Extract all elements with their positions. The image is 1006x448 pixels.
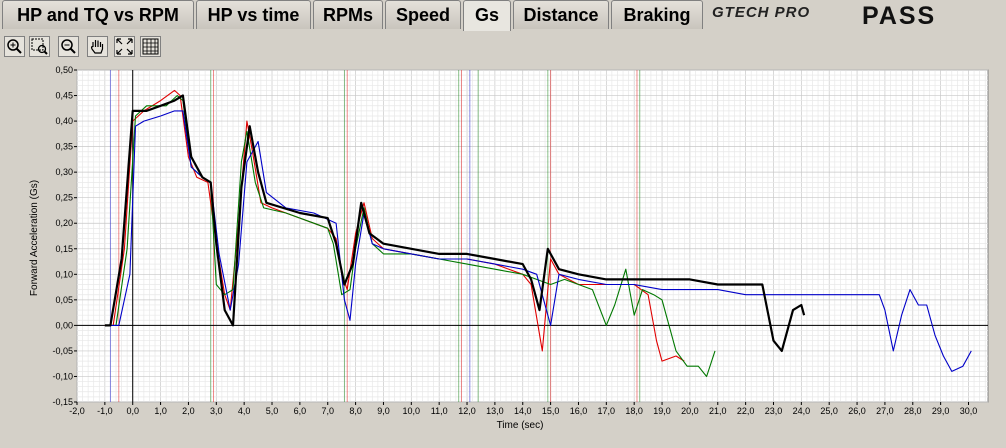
y-axis-label: Forward Acceleration (Gs) bbox=[29, 180, 40, 296]
x-tick-label: 2,0 bbox=[182, 406, 195, 416]
x-tick-label: -2,0 bbox=[69, 406, 85, 416]
grid-icon bbox=[142, 38, 159, 55]
y-tick-label: -0,05 bbox=[52, 346, 73, 356]
x-tick-label: 18,0 bbox=[625, 406, 643, 416]
y-tick-label: 0,20 bbox=[55, 218, 73, 228]
tab-hp-tq-vs-rpm[interactable]: HP and TQ vs RPM bbox=[2, 0, 194, 29]
x-tick-label: 12,0 bbox=[458, 406, 476, 416]
y-tick-label: 0,25 bbox=[55, 193, 73, 203]
zoom-in-icon bbox=[7, 39, 22, 54]
x-tick-label: 16,0 bbox=[570, 406, 588, 416]
y-tick-label: 0,45 bbox=[55, 91, 73, 101]
tab-distance[interactable]: Distance bbox=[513, 0, 609, 29]
tab-braking[interactable]: Braking bbox=[611, 0, 703, 29]
y-tick-label: 0,10 bbox=[55, 269, 73, 279]
tab-hp-vs-time[interactable]: HP vs time bbox=[196, 0, 311, 29]
zoom-box-button[interactable] bbox=[29, 36, 50, 57]
zoom-fit-icon bbox=[116, 38, 133, 55]
x-tick-label: 25,0 bbox=[820, 406, 838, 416]
y-tick-label: -0,10 bbox=[52, 371, 73, 381]
x-tick-label: 29,0 bbox=[932, 406, 950, 416]
tab-speed[interactable]: Speed bbox=[385, 0, 461, 29]
x-tick-label: 26,0 bbox=[848, 406, 866, 416]
y-tick-label: 0,15 bbox=[55, 244, 73, 254]
plot-background bbox=[76, 69, 989, 403]
y-tick-label: -0,15 bbox=[52, 397, 73, 407]
y-tick-label: 0,05 bbox=[55, 295, 73, 305]
x-tick-label: 3,0 bbox=[210, 406, 223, 416]
x-tick-label: 14,0 bbox=[514, 406, 532, 416]
x-tick-label: 9,0 bbox=[377, 406, 390, 416]
x-tick-label: -1,0 bbox=[97, 406, 113, 416]
y-tick-label: 0,50 bbox=[55, 65, 73, 75]
y-tick-label: 0,40 bbox=[55, 116, 73, 126]
x-tick-label: 27,0 bbox=[876, 406, 894, 416]
x-tick-label: 4,0 bbox=[238, 406, 251, 416]
x-tick-label: 11,0 bbox=[431, 406, 448, 416]
y-tick-label: 0,30 bbox=[55, 167, 73, 177]
x-tick-label: 17,0 bbox=[598, 406, 616, 416]
x-tick-label: 22,0 bbox=[737, 406, 755, 416]
plot-area-frame: -2,0 -1,0 0,0 1,0 2,0 3,0 4,0 5,0 6,0 7,0 8,0 9,0 10… bbox=[0, 58, 1006, 443]
zoom-box-icon bbox=[31, 38, 48, 55]
x-tick-label: 15,0 bbox=[542, 406, 560, 416]
x-tick-label: 20,0 bbox=[681, 406, 699, 416]
tab-gs[interactable]: Gs bbox=[463, 0, 511, 31]
x-tick-label: 28,0 bbox=[904, 406, 922, 416]
pan-hand-icon bbox=[90, 40, 104, 54]
logo-brand: GTECH PRO bbox=[712, 4, 811, 21]
zoom-out-icon bbox=[61, 39, 76, 54]
x-axis-label: Time (sec) bbox=[497, 420, 544, 431]
x-tick-label: 24,0 bbox=[793, 406, 811, 416]
x-tick-label: 13,0 bbox=[486, 406, 504, 416]
x-tick-label: 23,0 bbox=[765, 406, 783, 416]
x-tick-label: 6,0 bbox=[294, 406, 307, 416]
x-tick-label: 30,0 bbox=[960, 406, 978, 416]
x-tick-label: 1,0 bbox=[154, 406, 167, 416]
grid-toggle-button[interactable] bbox=[140, 36, 161, 57]
tab-rpms[interactable]: RPMs bbox=[313, 0, 383, 29]
zoom-in-button[interactable] bbox=[4, 36, 25, 57]
logo-product: PASS bbox=[862, 2, 937, 30]
x-tick-label: 8,0 bbox=[349, 406, 362, 416]
zoom-out-button[interactable] bbox=[58, 36, 79, 57]
x-tick-label: 5,0 bbox=[266, 406, 279, 416]
gtech-pass-logo: GTECH PRO PASS bbox=[712, 2, 1006, 30]
gs-chart[interactable]: -2,0 -1,0 0,0 1,0 2,0 3,0 4,0 5,0 6,0 7,0 8,0 9,0 10… bbox=[0, 58, 1006, 443]
x-tick-label: 19,0 bbox=[653, 406, 671, 416]
y-tick-label: 0,00 bbox=[55, 320, 73, 330]
pan-button[interactable] bbox=[87, 36, 108, 57]
x-tick-label: 0,0 bbox=[126, 406, 139, 416]
x-tick-label: 10,0 bbox=[403, 406, 421, 416]
tab-bar: HP and TQ vs RPM HP vs time RPMs Speed G… bbox=[0, 0, 1006, 31]
x-tick-label: 21,0 bbox=[709, 406, 727, 416]
y-tick-label: 0,35 bbox=[55, 142, 73, 152]
x-tick-label: 7,0 bbox=[321, 406, 334, 416]
zoom-fit-button[interactable] bbox=[114, 36, 135, 57]
series-line-3 bbox=[104, 94, 806, 352]
